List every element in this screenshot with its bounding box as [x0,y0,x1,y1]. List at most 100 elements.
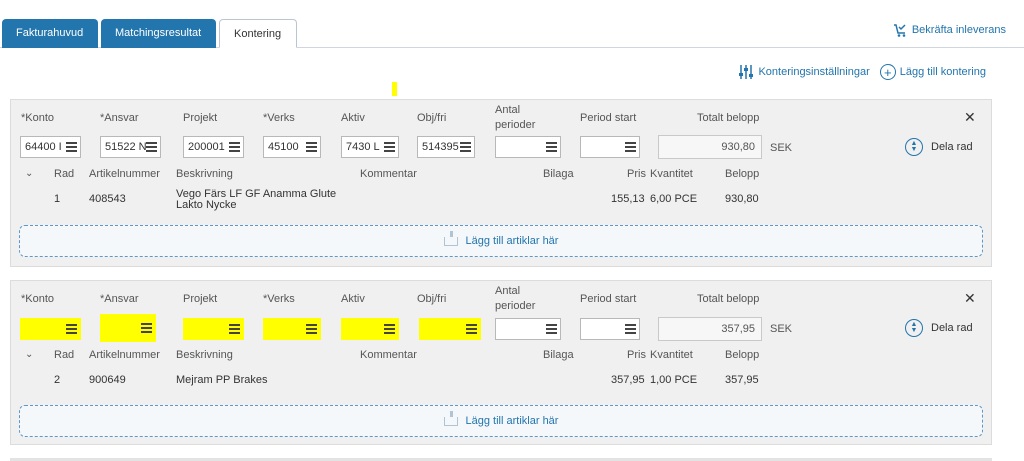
tab-kontering[interactable]: Kontering [219,19,297,48]
tab-bar: Fakturahuvud Matchingsresultat Kontering… [0,0,1024,52]
row-rad: 1 [54,193,61,205]
antal-perioder-field[interactable] [495,136,561,158]
verks-value: 45100 [268,141,299,153]
total-label: Totalt belopp [697,293,760,305]
row-belopp: 357,95 [725,374,759,386]
split-icon: ▲ ▼ [905,319,923,337]
header-belopp: Belopp [725,168,760,180]
row-beskrivning-1: Mejram PP Brakes [176,374,268,386]
header-beskrivning: Beskrivning [176,168,233,180]
split-row-label: Dela rad [931,141,973,153]
objfri-value: 514395 [422,141,459,153]
period-start-field[interactable] [580,136,640,158]
antal-label-2: perioder [495,119,536,131]
split-row-button[interactable]: ▲ ▼ Dela rad [905,319,973,337]
row-pris: 155,13 [611,193,645,205]
add-articles-dropzone[interactable]: Lägg till artiklar här [19,405,983,437]
upload-tray-icon [443,410,458,426]
header-bilaga: Bilaga [543,349,574,361]
aktiv-label: Aktiv [341,112,365,124]
aktiv-value: 7430 L [346,141,380,153]
add-articles-dropzone[interactable]: Lägg till artiklar här [19,225,983,257]
cart-check-icon [893,24,906,37]
close-icon[interactable]: ✕ [964,109,976,125]
list-icon [546,142,557,152]
row-beskrivning-1: Vego Färs LF GF Anamma Glute [176,188,337,200]
add-posting-button[interactable]: + Lägg till kontering [879,64,986,80]
posting-panel-2: *Konto *Ansvar Projekt *Verks Aktiv Obj/… [10,280,992,445]
antal-perioder-field[interactable] [495,318,561,340]
ansvar-field[interactable] [100,314,156,342]
period-start-field[interactable] [580,318,640,340]
header-kommentar: Kommentar [360,349,417,361]
row-artikel: 900649 [89,374,126,386]
objfri-label: Obj/fri [417,293,447,305]
close-icon[interactable]: ✕ [964,290,976,306]
header-pris: Pris [627,168,646,180]
next-panel-edge [10,458,992,461]
total-label: Totalt belopp [697,112,760,124]
period-start-label: Period start [580,293,637,305]
konto-field[interactable] [20,318,81,340]
confirm-delivery-label: Bekräfta inleverans [911,24,1006,36]
posting-settings-label: Konteringsinställningar [758,66,870,78]
list-icon [546,324,557,334]
ansvar-value: 51522 N [105,141,147,153]
list-icon [141,323,152,333]
split-row-button[interactable]: ▲ ▼ Dela rad [905,138,973,156]
row-kvantitet: 1,00 PCE [650,374,698,386]
projekt-value: 200001 [188,141,225,153]
verks-field[interactable] [263,318,321,340]
list-icon [460,142,471,152]
aktiv-field[interactable]: 7430 L [341,136,399,158]
aktiv-label: Aktiv [341,293,365,305]
verks-label: *Verks [263,112,295,124]
total-amount-field: 357,95 [658,317,762,341]
posting-settings-button[interactable]: Konteringsinställningar [738,64,870,80]
currency-label: SEK [770,323,793,335]
objfri-label: Obj/fri [417,112,447,124]
upload-tray-icon [443,230,458,246]
header-beskrivning: Beskrivning [176,349,233,361]
verks-field[interactable]: 45100 [263,136,321,158]
split-row-label: Dela rad [931,322,973,334]
period-start-label: Period start [580,112,637,124]
projekt-field[interactable]: 200001 [183,136,244,158]
header-pris: Pris [627,349,646,361]
tab-fakturahuvud[interactable]: Fakturahuvud [2,19,98,48]
list-icon [229,324,240,334]
header-bilaga: Bilaga [543,168,574,180]
total-amount-field: 930,80 [658,135,762,159]
projekt-field[interactable] [183,318,244,340]
posting-panel-1: *Konto *Ansvar Projekt *Verks Aktiv Obj/… [10,99,992,267]
list-icon [66,142,77,152]
konto-label: *Konto [21,293,55,305]
posting-toolbar: Konteringsinställningar + Lägg till kont… [738,64,986,80]
antal-label-2: perioder [495,300,536,312]
list-icon [625,324,636,334]
row-belopp: 930,80 [725,193,759,205]
chevron-down-icon[interactable]: ⌄ [25,168,34,179]
list-icon [66,324,77,334]
row-kvantitet: 6,00 PCE [650,193,698,205]
objfri-field[interactable] [419,318,481,340]
confirm-delivery-button[interactable]: Bekräfta inleverans [892,22,1006,38]
row-artikel: 408543 [89,193,126,205]
header-artikel: Artikelnummer [89,349,160,361]
header-kommentar: Kommentar [360,168,417,180]
split-icon: ▲ ▼ [905,138,923,156]
row-pris: 357,95 [611,374,645,386]
list-icon [625,142,636,152]
antal-label-1: Antal [495,285,521,297]
objfri-field[interactable]: 514395 [417,136,475,158]
tab-matchingsresultat[interactable]: Matchingsresultat [101,19,216,48]
aktiv-field[interactable] [341,318,399,340]
currency-label: SEK [770,142,793,154]
konto-field[interactable]: 64400 I [20,136,81,158]
chevron-down-icon[interactable]: ⌄ [25,349,34,360]
projekt-label: Projekt [183,293,218,305]
ansvar-field[interactable]: 51522 N [100,136,161,158]
add-articles-label: Lägg till artiklar här [465,235,559,247]
add-articles-label: Lägg till artiklar här [465,415,559,427]
plus-circle-icon: + [879,64,896,80]
